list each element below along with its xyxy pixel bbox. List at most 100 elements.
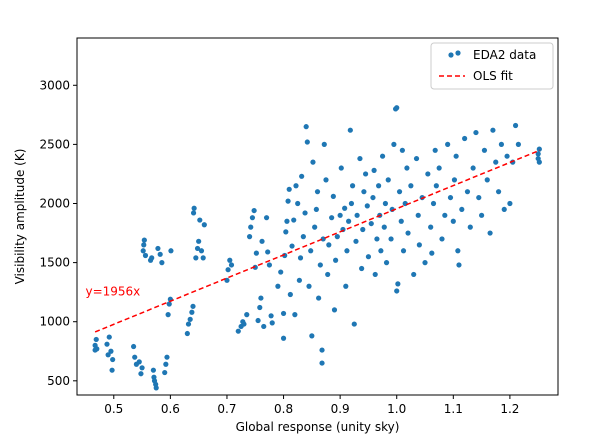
data-point [361,189,367,195]
data-point [132,354,138,360]
data-point [302,210,308,216]
data-point [190,210,197,216]
data-point [293,183,299,189]
data-point [476,194,482,201]
data-point [235,328,241,334]
data-point [378,248,384,254]
data-point [338,165,344,171]
data-point [164,354,170,360]
data-point [495,189,502,195]
data-point [200,255,206,261]
data-point [429,250,435,256]
data-point [481,147,488,153]
data-point [194,245,201,252]
data-point [323,177,329,183]
data-point [459,206,465,213]
data-point [343,283,349,289]
data-point [263,215,270,221]
axis-ticks: 0.5 0.6 0.7 0.8 0.9 1.0 1.1 1.2 500 1000 1500 2000 2… [39,78,519,416]
data-point [139,365,145,371]
legend-data-dot [448,52,454,58]
data-point [291,217,297,223]
data-point [165,312,171,318]
data-point [308,248,314,254]
data-point [383,260,390,266]
data-point [363,171,369,177]
data-point [309,333,315,339]
data-points [92,105,542,391]
x-tick-label: 0.8 [274,402,293,416]
data-point [342,205,348,211]
data-point [266,262,272,268]
legend-label-fit: OLS fit [473,69,513,83]
data-point [141,237,147,243]
data-point [400,248,407,254]
data-point [296,277,302,283]
data-point [184,330,190,337]
data-point [185,321,192,327]
data-point [394,105,400,111]
data-point [295,200,301,207]
data-point [346,218,352,224]
data-point [334,234,340,240]
y-tick-label: 2500 [39,137,70,151]
data-point [515,141,521,147]
data-point [432,147,438,153]
y-tick-label: 1500 [39,256,70,270]
data-point [372,271,378,278]
data-point [359,265,365,272]
data-point [344,248,350,254]
data-point [280,335,287,341]
data-point [462,135,468,142]
data-point [507,200,513,207]
data-point [347,127,353,133]
data-point [445,141,451,147]
data-point [227,257,233,263]
data-point [310,159,316,165]
data-point [381,224,387,230]
x-tick-label: 1.0 [387,402,406,416]
data-point [455,248,461,254]
data-point [364,203,370,209]
data-point [430,200,437,207]
data-point [333,257,339,263]
data-point [249,215,256,221]
data-point [106,334,112,340]
data-point [490,127,496,133]
data-point [94,346,100,352]
data-point [357,155,363,162]
data-point [259,238,265,244]
data-point [439,236,445,242]
data-point [304,139,310,145]
data-point [289,243,295,249]
data-point [451,177,458,183]
data-point [193,255,199,261]
data-point [453,153,459,159]
data-point [464,189,471,195]
data-point [268,313,274,319]
data-point [376,183,382,189]
data-point [405,230,411,236]
x-tick-label: 0.9 [331,402,350,416]
data-point [142,252,149,259]
legend-box [430,42,554,90]
data-point [261,323,267,330]
data-point [411,271,417,278]
data-point [136,359,142,365]
data-point [130,343,137,350]
data-point [337,212,343,218]
legend-marker-data [448,50,461,58]
data-point [536,146,542,152]
x-tick-label: 0.7 [217,402,236,416]
data-point [425,171,431,177]
data-point [275,283,281,289]
data-point [450,218,456,224]
data-point [253,250,259,256]
x-tick-label: 1.1 [444,402,463,416]
data-point [265,249,271,255]
data-point [197,217,203,223]
data-point [428,224,434,230]
data-point [320,236,326,242]
data-point [110,356,116,363]
